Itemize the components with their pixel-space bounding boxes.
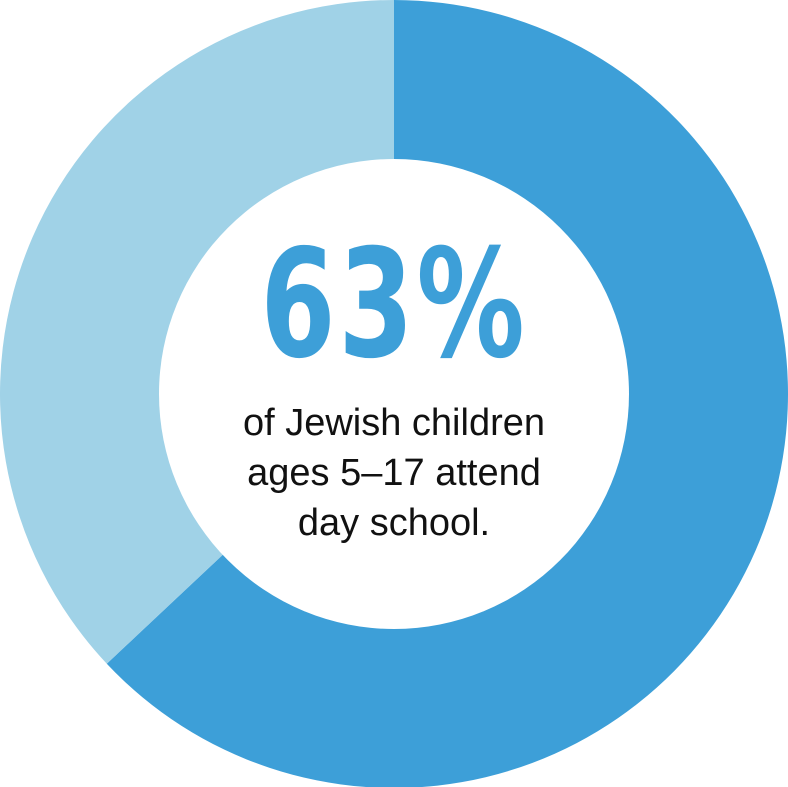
caption-line-2: ages 5–17 attend: [247, 452, 541, 494]
caption-line-1: of Jewish children: [242, 402, 546, 444]
caption-line-3: day school.: [297, 502, 491, 544]
percentage-value: 63%: [260, 218, 528, 392]
center-label: 63% of Jewish children ages 5–17 attend …: [160, 230, 628, 548]
donut-hole: [159, 159, 629, 629]
caption: of Jewish children ages 5–17 attend day …: [160, 398, 628, 548]
